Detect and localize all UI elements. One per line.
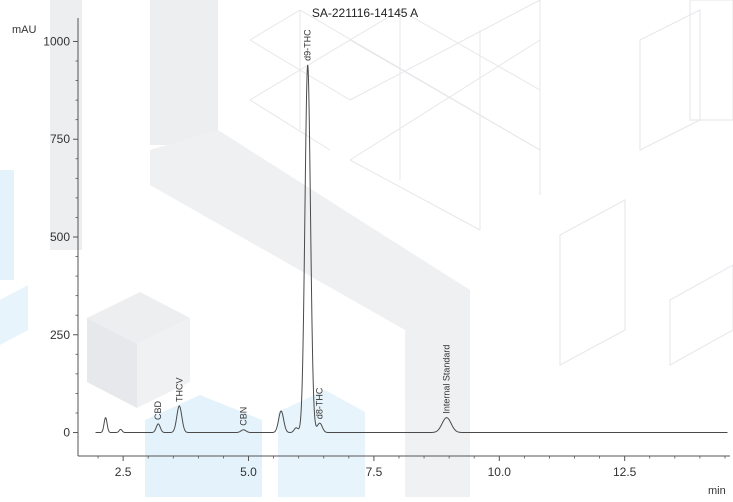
watermark-right-outline [559,0,733,367]
peak-label: CBN [239,407,249,426]
x-tick-label: 7.5 [366,465,383,479]
y-tick-label: 750 [50,132,70,146]
x-axis-ticks: 2.5 5.0 7.5 10.0 12.5 [97,456,726,479]
peak-label: d8-THC [315,387,325,419]
peak-label: THCV [174,377,184,402]
x-tick-label: 12.5 [613,465,637,479]
x-tick-label: 5.0 [240,465,257,479]
y-tick-label: 500 [50,230,70,244]
chromatogram-trace [95,64,728,434]
watermark-cube-left [87,318,137,408]
chart-title: SA-221116-14145 A [312,6,418,20]
y-tick-label: 250 [50,328,70,342]
watermark-gray-bar-center [150,0,218,145]
x-tick-label: 10.0 [488,465,512,479]
watermark-triangle-lattice [249,0,541,231]
peak-label: Internal Standard [442,345,452,414]
watermark-blue-triangle-left [0,285,28,345]
peak-label: d9-THC [303,29,313,61]
y-tick-label: 0 [63,426,70,440]
x-tick-label: 2.5 [115,465,132,479]
y-axis-label: mAU [12,24,37,36]
watermark-blue-cube-lower [145,395,262,497]
watermark-diagonal-band [150,130,470,400]
peak-label: CBD [153,400,163,420]
watermark-cube-right [137,318,190,408]
watermark-gray-bar-bottom [405,400,470,497]
watermark-cube-top [87,292,190,344]
y-tick-label: 1000 [43,34,70,48]
y-axis-ticks: 0 250 500 750 1000 [43,34,78,440]
watermark-light-blue-strip-left [0,170,14,280]
x-axis-label: min [708,485,726,497]
watermark-blue-cube-center [278,390,365,497]
peak-labels: CBD THCV CBN d9-THC d8-THC Internal Standard [153,29,451,426]
